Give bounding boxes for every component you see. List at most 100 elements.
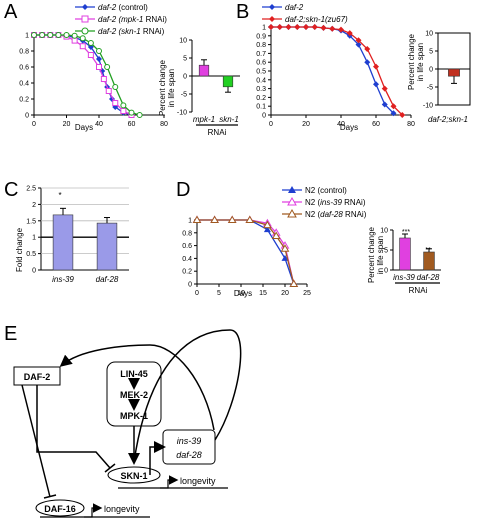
chart-a-series-1-point bbox=[87, 52, 94, 58]
legend-marker-d3 bbox=[287, 208, 297, 218]
chart-d-xtick-label: 10 bbox=[237, 290, 245, 297]
chart-d-series-2-point bbox=[192, 215, 202, 223]
chart-b-series-0-point bbox=[390, 110, 397, 117]
chart-b-xtick-label: 20 bbox=[302, 121, 310, 128]
chart-d-series-1-line bbox=[197, 219, 295, 285]
chart-a-xtick-label: 40 bbox=[95, 121, 103, 128]
chart-d-series-2-point bbox=[245, 215, 255, 223]
chart-a-series-1-point bbox=[100, 76, 107, 82]
chart-a-series-2-point bbox=[87, 40, 94, 46]
a-inset-cat1: mpk-1 bbox=[193, 115, 215, 124]
d-inset-group: RNAi bbox=[409, 286, 428, 295]
chart-b-inset-ytick-label: -10 bbox=[423, 103, 433, 110]
chart-b-series-1-point bbox=[373, 63, 379, 70]
legend-a-2: daf-2 (mpk-1 RNAi) bbox=[98, 15, 167, 24]
chart-b-series-0-line bbox=[271, 26, 394, 114]
longevity-label-2: longevity bbox=[104, 504, 140, 514]
d-significance-star-1: *** bbox=[402, 229, 410, 236]
a-inset-ylabel-1: Percent change bbox=[158, 59, 167, 116]
legend-a-3: daf-2 (skn-1 RNAi) bbox=[98, 27, 165, 36]
chart-d-xtick-label: 20 bbox=[281, 290, 289, 297]
chart-a-series-2-point bbox=[31, 32, 37, 38]
d-inset-ylabel-2: in life span bbox=[376, 236, 385, 274]
chart-b-series-1-line bbox=[271, 26, 403, 116]
d-significance-star-2: ** bbox=[425, 247, 431, 254]
panel-letter-a: A bbox=[4, 1, 18, 23]
chart-d-series-2-point bbox=[289, 279, 299, 287]
chart-b-ytick-label: 0 bbox=[262, 113, 266, 120]
chart-b-inset-ytick-label: -5 bbox=[427, 85, 433, 92]
chart-d-xtick-label: 25 bbox=[303, 290, 311, 297]
chart-d-series-2-point bbox=[271, 231, 281, 239]
chart-a-series-2-point bbox=[136, 112, 143, 118]
chart-b-ytick-label: 0.3 bbox=[256, 86, 266, 93]
legend-a-1: daf-2 (control) bbox=[98, 3, 148, 12]
node-daf16: DAF-16 bbox=[44, 504, 76, 514]
panel-letter-c: C bbox=[4, 179, 18, 201]
chart-a-series-2-point bbox=[63, 32, 70, 38]
chart-a-ytick-label: 0.6 bbox=[19, 65, 29, 72]
chart-b-series-1-point bbox=[276, 24, 283, 30]
chart-a-series-1-point bbox=[120, 108, 127, 114]
chart-d-series-0-point bbox=[263, 226, 271, 233]
chart-a-xtick-label: 60 bbox=[128, 121, 136, 128]
chart-d-inset-bar-1 bbox=[423, 251, 435, 271]
panel-letter-e: E bbox=[4, 323, 17, 345]
chart-b-series-0-point bbox=[355, 41, 362, 48]
chart-a-series-1-point bbox=[112, 100, 119, 106]
chart-b-inset-bar-0 bbox=[448, 68, 460, 77]
legend-b-1: daf-2 bbox=[285, 3, 304, 12]
panel-letter-d: D bbox=[176, 179, 190, 201]
chart-d-ytick-label: 0 bbox=[188, 282, 192, 289]
chart-b-ytick-label: 0.8 bbox=[256, 42, 266, 49]
chart-d-series-0-point bbox=[281, 254, 289, 261]
chart-d-ytick-label: 0.2 bbox=[182, 269, 192, 276]
chart-d-ytick-label: 0.4 bbox=[182, 256, 192, 263]
chart-b-ytick-label: 0.9 bbox=[256, 33, 266, 40]
chart-a-inset-ytick-label: 5 bbox=[183, 56, 187, 63]
legend-marker-d2 bbox=[287, 196, 297, 206]
chart-a-series-1-point bbox=[105, 88, 112, 94]
chart-a-inset-ytick-label: 0 bbox=[183, 74, 187, 81]
chart-a-series-2-point bbox=[104, 64, 111, 70]
chart-b-series-1-point bbox=[329, 25, 336, 32]
a-inset-cat2: skn-1 bbox=[219, 115, 239, 124]
node-lin45: LIN-45 bbox=[120, 369, 148, 379]
chart-a-ytick-label: 0 bbox=[25, 113, 29, 120]
a-inset-ylabel-2: in life span bbox=[167, 69, 176, 107]
chart-c-ytick-label: 0 bbox=[32, 268, 36, 275]
chart-a-series-2-point bbox=[79, 35, 86, 42]
chart-b-series-1-point bbox=[381, 85, 388, 92]
d-inset-ylabel-1: Percent change bbox=[367, 226, 376, 283]
chart-c-ytick-label: 1 bbox=[32, 235, 36, 242]
daf16-ellipse bbox=[35, 499, 85, 517]
chart-a-series-2-point bbox=[55, 32, 62, 38]
chart-c-category-1: daf-28 bbox=[96, 275, 119, 284]
chart-b-ytick-label: 0.2 bbox=[256, 95, 266, 102]
chart-d-inset-ytick-label: 5 bbox=[384, 248, 388, 255]
chart-a-xtick-label: 80 bbox=[160, 121, 168, 128]
legend-b: daf-2 daf-2;skn-1(zu67) bbox=[262, 3, 348, 24]
chart-b-xtick-label: 0 bbox=[269, 121, 273, 128]
chart-d-xtick-label: 5 bbox=[217, 290, 221, 297]
chart-b-series-1-point bbox=[294, 24, 301, 30]
chart-a-inset-bar-1 bbox=[222, 75, 234, 88]
chart-b-series-1-point bbox=[364, 46, 371, 52]
chart-a-ytick-label: 0.2 bbox=[19, 97, 29, 104]
legend-b-2: daf-2;skn-1(zu67) bbox=[285, 15, 348, 24]
chart-b-ytick-label: 0.4 bbox=[256, 77, 266, 84]
chart-d-inset-ytick-label: 0 bbox=[384, 268, 388, 275]
chart-d-inset-bar-0 bbox=[399, 237, 411, 271]
legend-marker-a3 bbox=[81, 27, 89, 35]
chart-a-series-0-point bbox=[96, 56, 102, 62]
chart-d-series-0-line bbox=[197, 219, 295, 285]
chart-d-xtick-label: 0 bbox=[195, 290, 199, 297]
chart-a-ytick-label: 1 bbox=[25, 33, 29, 40]
panel-letter-b: B bbox=[236, 1, 249, 23]
chart-a-series-2-point bbox=[120, 102, 127, 109]
chart-b-ytick-label: 0.5 bbox=[256, 69, 266, 76]
chart-a-series-2-point bbox=[47, 32, 54, 38]
node-ins39: ins-39 bbox=[177, 436, 202, 446]
chart-b-ytick-label: 1 bbox=[262, 25, 266, 32]
